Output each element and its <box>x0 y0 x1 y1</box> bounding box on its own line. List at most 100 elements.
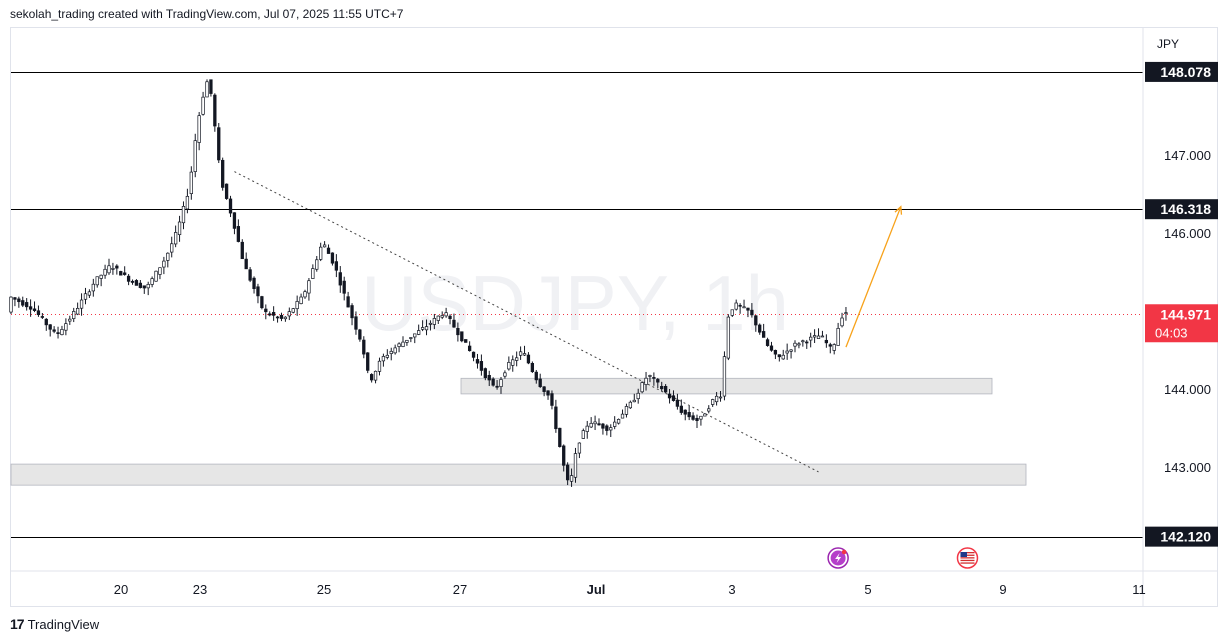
candle <box>687 405 691 421</box>
x-axis-tick-label: 11 <box>1132 582 1146 597</box>
candle <box>60 325 64 336</box>
candle-body <box>436 315 440 321</box>
candle-body <box>107 265 111 274</box>
candle <box>107 258 111 275</box>
candle <box>738 303 742 314</box>
candle-body <box>83 293 88 300</box>
candle-body <box>671 395 676 401</box>
x-axis-tick-label: 9 <box>999 582 1006 597</box>
us-flag-event-icon[interactable] <box>956 547 979 569</box>
candle-body <box>362 339 366 355</box>
candle-body <box>275 316 280 319</box>
candle-body <box>326 247 331 254</box>
candle-body <box>577 442 582 454</box>
candle <box>409 337 413 343</box>
candle-body <box>240 241 244 260</box>
candle <box>526 352 531 365</box>
candle <box>456 322 460 342</box>
candle-body <box>550 393 554 406</box>
candle <box>366 352 370 374</box>
candle-body <box>52 329 56 332</box>
candle-body <box>464 339 468 343</box>
candle-body <box>660 386 664 390</box>
candle-body <box>342 280 346 294</box>
candle-body <box>703 413 707 417</box>
projection-arrow-line[interactable] <box>845 206 902 348</box>
candle <box>585 420 589 439</box>
candle-body <box>730 309 734 316</box>
candle-body <box>268 313 272 316</box>
candle <box>475 353 480 369</box>
candle <box>530 361 535 373</box>
candle <box>507 356 511 371</box>
candle <box>17 296 21 308</box>
tradingview-logo[interactable]: 17 TradingView <box>10 616 99 632</box>
candle-body <box>260 296 264 309</box>
x-axis-tick-label: 23 <box>193 582 207 597</box>
candle-body <box>801 340 805 343</box>
candle <box>248 267 252 283</box>
supply-demand-zone[interactable] <box>460 377 993 395</box>
candle <box>785 343 789 360</box>
candle-body <box>315 259 319 270</box>
y-axis-tick-label: 147.000 <box>1164 148 1211 163</box>
candle-body <box>252 277 256 289</box>
candle <box>542 386 546 397</box>
candle-body <box>699 415 703 420</box>
candle-body <box>691 415 695 420</box>
candle-body <box>177 221 182 236</box>
candle <box>789 349 793 359</box>
candle <box>260 295 264 310</box>
y-axis-tick-label: 143.000 <box>1164 460 1211 475</box>
candle <box>640 381 644 394</box>
candle-body <box>72 311 76 319</box>
candle-body <box>162 260 166 268</box>
candle <box>609 424 613 438</box>
candle <box>170 236 174 258</box>
candle <box>48 324 52 337</box>
candle <box>754 315 758 332</box>
candle-body <box>209 79 213 94</box>
candle <box>189 166 193 200</box>
candle-body <box>138 282 143 288</box>
candle-body <box>401 341 405 347</box>
candle-body <box>428 322 433 325</box>
candle-body <box>589 422 593 428</box>
candle <box>495 380 499 390</box>
candle <box>605 424 609 436</box>
candle-body <box>413 333 417 338</box>
candle <box>840 312 844 328</box>
x-axis-tick-label: Jul <box>587 582 606 597</box>
candle <box>146 281 150 296</box>
candle-body <box>483 368 487 378</box>
candle-body <box>424 326 429 331</box>
candle-body <box>217 127 221 161</box>
candle <box>173 225 178 248</box>
candle-body <box>79 299 84 309</box>
candle-body <box>295 301 299 310</box>
candle <box>275 315 280 323</box>
candle <box>279 312 284 322</box>
candle <box>150 276 154 288</box>
candle-body <box>491 378 495 386</box>
candle-body <box>722 356 727 397</box>
candle-body <box>805 341 809 344</box>
candle-body <box>836 327 840 346</box>
symbol-watermark: USDJPY, 1h <box>361 259 789 347</box>
candle <box>616 418 621 425</box>
candle-body <box>170 243 174 253</box>
candle <box>21 296 25 308</box>
candle <box>40 312 45 320</box>
level-price-badge-bg <box>1145 526 1218 547</box>
candle <box>315 256 319 272</box>
lightning-event-icon[interactable] <box>827 547 849 569</box>
candle-body <box>346 296 350 308</box>
candle-body <box>103 268 107 276</box>
candle <box>126 273 131 286</box>
supply-demand-zone[interactable] <box>10 463 1027 486</box>
candle-body <box>711 399 715 405</box>
candle-body <box>338 272 342 286</box>
y-axis-tick-label: 144.000 <box>1164 382 1211 397</box>
candle <box>577 442 582 459</box>
